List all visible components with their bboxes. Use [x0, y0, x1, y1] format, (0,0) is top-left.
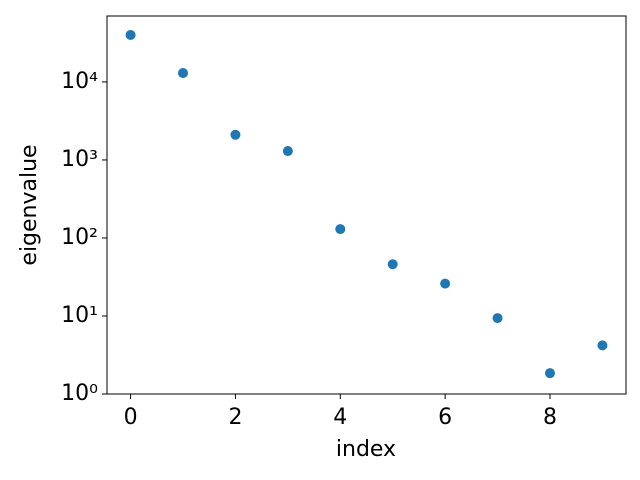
point — [492, 313, 503, 324]
point — [440, 278, 451, 289]
plot-frame — [106, 15, 627, 395]
point — [335, 224, 346, 235]
point — [125, 29, 136, 40]
point — [544, 368, 555, 379]
x-axis-label: index — [336, 437, 396, 462]
point — [282, 146, 293, 157]
y-tick-label: 10¹ — [61, 303, 98, 328]
y-tick-label: 10⁰ — [61, 381, 98, 406]
x-tick-label: 8 — [543, 405, 557, 430]
x-tick-label: 6 — [438, 405, 452, 430]
y-tick-label: 10³ — [61, 147, 98, 172]
x-tick-label: 2 — [228, 405, 242, 430]
y-tick-label: 10⁴ — [61, 69, 98, 94]
point — [230, 129, 241, 140]
point — [178, 68, 189, 79]
x-tick-label: 4 — [333, 405, 347, 430]
x-tick-label: 0 — [124, 405, 138, 430]
y-axis-label: eigenvalue — [17, 144, 42, 265]
point — [387, 259, 398, 270]
point — [597, 340, 608, 351]
y-tick-label: 10² — [61, 225, 98, 250]
